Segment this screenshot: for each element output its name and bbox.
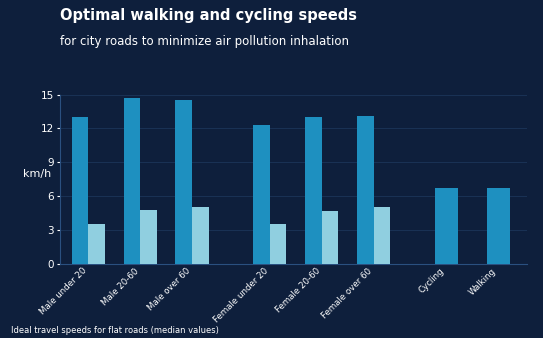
Y-axis label: km/h: km/h: [23, 169, 51, 179]
Bar: [253, 125, 270, 264]
Bar: [175, 100, 192, 264]
Bar: [357, 116, 374, 264]
Bar: [192, 207, 209, 264]
Bar: [270, 224, 287, 264]
Bar: [434, 188, 458, 264]
Text: Ideal travel speeds for flat roads (median values): Ideal travel speeds for flat roads (medi…: [11, 325, 219, 335]
Text: Optimal walking and cycling speeds: Optimal walking and cycling speeds: [60, 8, 357, 23]
Text: for city roads to minimize air pollution inhalation: for city roads to minimize air pollution…: [60, 35, 349, 48]
Bar: [72, 117, 89, 264]
Bar: [305, 117, 322, 264]
Bar: [487, 188, 510, 264]
Bar: [124, 98, 140, 264]
Bar: [322, 211, 338, 264]
Bar: [374, 207, 390, 264]
Bar: [89, 224, 105, 264]
Bar: [140, 210, 157, 264]
